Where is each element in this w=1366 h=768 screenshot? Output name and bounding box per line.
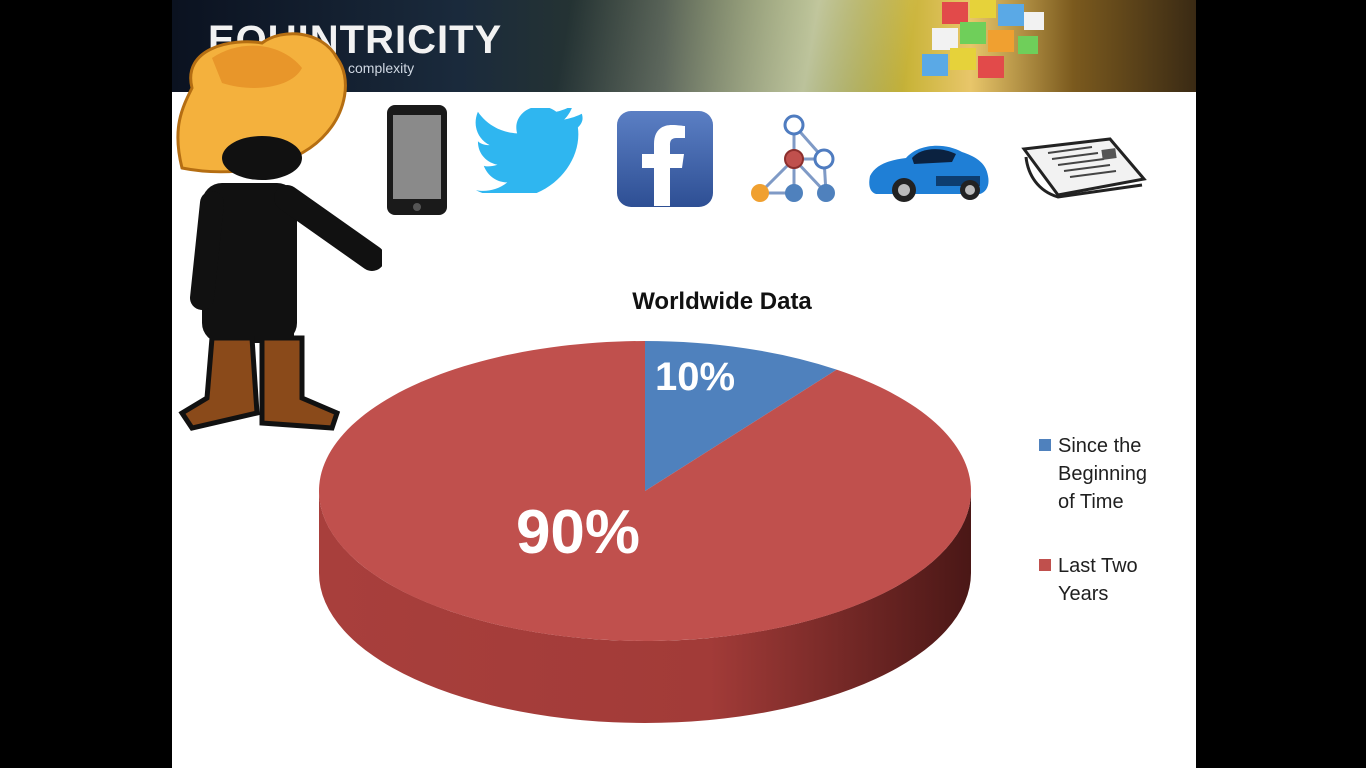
legend-label-last-two-years: Last Two Years bbox=[1058, 552, 1138, 608]
legend-line: Beginning bbox=[1058, 463, 1147, 485]
legend-line: Since the bbox=[1058, 435, 1142, 457]
slide: EQUINTRICITY complexity bbox=[172, 0, 1196, 768]
rubiks-cube-icon bbox=[922, 0, 1044, 78]
pie-slice-since-beginning bbox=[645, 341, 837, 491]
smartphone-icon bbox=[387, 105, 447, 215]
data-label-since-beginning: 10% bbox=[655, 355, 735, 399]
facebook-icon bbox=[617, 111, 713, 207]
legend-swatch-last-two-years bbox=[1039, 559, 1051, 571]
network-graph-icon bbox=[751, 114, 835, 202]
twitter-bird-icon bbox=[475, 108, 583, 193]
legend-line: Last Two bbox=[1058, 555, 1138, 577]
newspaper-icon bbox=[1021, 137, 1147, 199]
chart-title: Worldwide Data bbox=[632, 288, 812, 315]
cowboy-figure-icon bbox=[176, 32, 382, 431]
legend-swatch-since-beginning bbox=[1039, 439, 1051, 451]
pie-chart: Worldwide Data 10% 90% bbox=[318, 288, 971, 723]
data-label-last-two-years: 90% bbox=[516, 498, 640, 567]
sports-car-icon bbox=[869, 145, 989, 202]
legend-line: of Time bbox=[1058, 491, 1124, 513]
pie-group: 10% 90% bbox=[318, 341, 971, 723]
pie-side-wall bbox=[319, 491, 971, 723]
legend-line: Years bbox=[1058, 583, 1109, 605]
brand-tagline: complexity bbox=[348, 60, 415, 76]
pie-slice-last-two-years bbox=[318, 341, 971, 641]
light-rays bbox=[472, 0, 952, 92]
legend-label-since-beginning: Since the Beginning of Time bbox=[1058, 432, 1147, 516]
